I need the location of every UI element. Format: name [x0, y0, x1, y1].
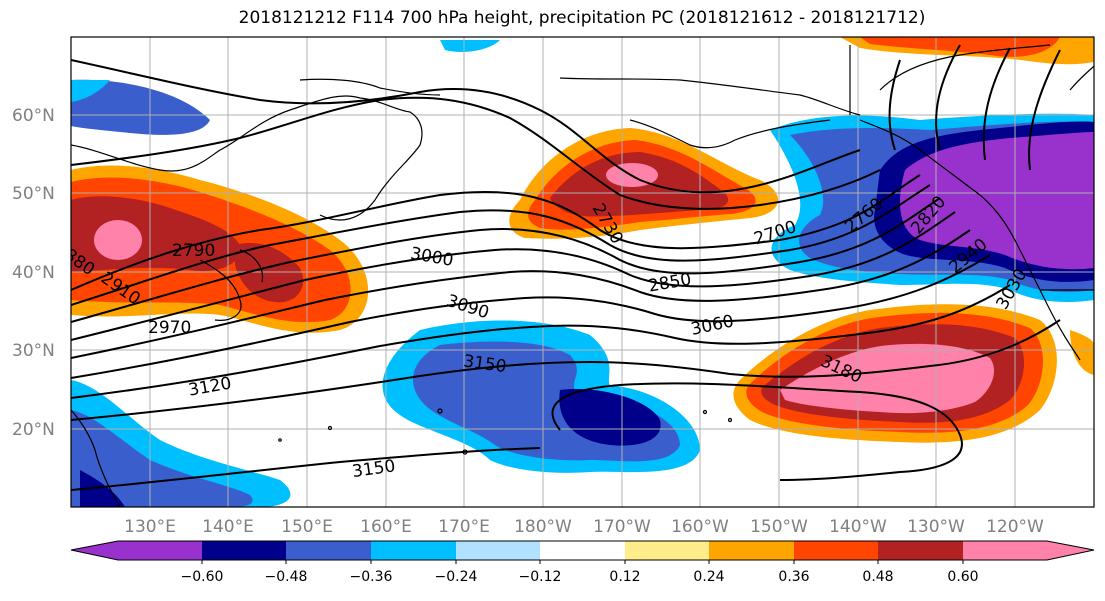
colorbar-swatch — [709, 541, 794, 560]
longitude-labels: 130°E 140°E 150°E 160°E 170°E 180°W 170°… — [124, 517, 1044, 537]
lon-label: 160°W — [671, 517, 729, 537]
lon-label: 130°E — [124, 517, 176, 537]
colorbar-tick-label: −0.60 — [181, 569, 224, 585]
shading-west-negative-north — [71, 40, 500, 135]
shading-west-positive — [71, 165, 369, 333]
height-contours — [71, 44, 1061, 491]
coastlines — [71, 44, 1094, 507]
colorbar-swatch — [963, 541, 1047, 560]
colorbar-swatch — [118, 541, 202, 560]
contour-label: 2970 — [148, 318, 191, 338]
lon-label: 170°W — [593, 517, 651, 537]
colorbar-tick-label: 0.48 — [862, 569, 893, 585]
lat-label: 50°N — [12, 184, 55, 204]
colorbar-tick-label: −0.12 — [519, 569, 562, 585]
lon-label: 120°W — [986, 517, 1044, 537]
shading-alaska-positive — [509, 128, 779, 239]
lon-label: 140°W — [829, 517, 887, 537]
colorbar-tick-label: 0.36 — [778, 569, 809, 585]
map-border — [70, 36, 1095, 508]
lon-label: 160°E — [360, 517, 412, 537]
colorbar-tick-label: −0.36 — [350, 569, 393, 585]
colorbar-swatch — [286, 541, 371, 560]
colorbar-swatch — [794, 541, 878, 560]
colorbar-swatch — [1047, 541, 1094, 560]
lat-label: 30°N — [12, 341, 55, 361]
map-title: 2018121212 F114 700 hPa height, precipit… — [238, 8, 926, 28]
graticule — [71, 37, 1094, 507]
colorbar-swatch — [878, 541, 963, 560]
colorbar-tick-label: 0.12 — [609, 569, 640, 585]
colorbar-swatch — [625, 541, 709, 560]
shading-subtropic-positive — [733, 304, 1057, 443]
colorbar-swatch — [202, 541, 286, 560]
colorbar-swatch — [371, 541, 456, 560]
colorbar-tick-label: 0.60 — [947, 569, 978, 585]
colorbar-tick-label: −0.24 — [435, 569, 478, 585]
precip-shading — [71, 37, 1094, 507]
colorbar-swatch — [71, 541, 118, 560]
lat-label: 60°N — [12, 106, 55, 126]
colorbar-swatch — [456, 541, 540, 560]
shading-westcoast-negative — [770, 113, 1094, 302]
lon-label: 130°W — [907, 517, 965, 537]
lon-label: 150°E — [281, 517, 333, 537]
lon-label: 180°W — [514, 517, 572, 537]
lon-label: 150°W — [750, 517, 808, 537]
lon-label: 170°E — [438, 517, 490, 537]
latitude-labels: 60°N 50°N 40°N 30°N 20°N — [12, 106, 55, 440]
colorbar: −0.60 −0.48 −0.36 −0.24 −0.12 0.12 0.24 … — [70, 540, 1095, 585]
colorbar-tick-label: 0.24 — [693, 569, 724, 585]
lat-label: 20°N — [12, 420, 55, 440]
colorbar-tick-label: −0.48 — [265, 569, 308, 585]
shading-subtropic-negative — [71, 320, 700, 507]
lon-label: 140°E — [202, 517, 254, 537]
colorbar-swatch — [540, 541, 625, 560]
contour-label: 2790 — [172, 241, 215, 261]
lat-label: 40°N — [12, 263, 55, 283]
